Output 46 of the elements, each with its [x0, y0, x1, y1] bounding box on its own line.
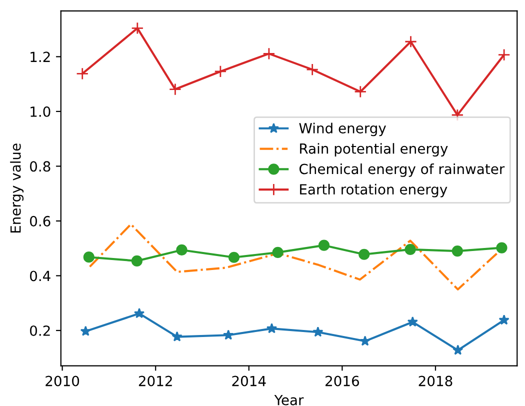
y-tick-label: 0.6 [30, 216, 50, 226]
x-tick-label: 2010 [46, 376, 80, 386]
point [498, 314, 510, 325]
point [354, 85, 367, 98]
point [131, 255, 142, 266]
point [272, 246, 284, 258]
point [358, 248, 370, 260]
x-tick-label: 2012 [138, 376, 172, 386]
point [452, 246, 463, 257]
point [318, 240, 330, 251]
point [134, 308, 145, 318]
point [496, 242, 508, 254]
x-tick-label: 2016 [326, 376, 359, 386]
point [404, 244, 416, 255]
point [404, 35, 418, 48]
point [262, 47, 276, 60]
point [76, 67, 89, 80]
x-tick-label: 2018 [418, 376, 452, 386]
point [312, 326, 324, 337]
point [266, 323, 278, 334]
x-axis-title: Year [274, 394, 304, 406]
legend-label: Wind energy [299, 122, 386, 136]
point [168, 83, 182, 96]
point [83, 252, 94, 263]
y-tick-label: 0.4 [30, 270, 50, 282]
legend-label: Rain potential energy [300, 143, 448, 157]
point [360, 336, 370, 346]
x-tick-label: 2014 [232, 376, 266, 386]
y-tick-label: 1.2 [30, 52, 50, 62]
point [407, 316, 418, 327]
y-tick-label: 0.8 [30, 161, 50, 172]
y-axis-title: Energy value [10, 144, 24, 233]
point [306, 63, 319, 76]
point [80, 326, 91, 336]
legend-label: Earth rotation energy [300, 184, 448, 198]
point [214, 65, 227, 78]
point [223, 330, 234, 340]
legend-label: Chemical energy of rainwater [299, 163, 505, 177]
point [498, 48, 510, 62]
point [228, 252, 240, 263]
y-tick-label: 0.2 [30, 325, 50, 336]
point [176, 244, 188, 256]
y-tick-label: 1.0 [30, 106, 50, 117]
point [172, 331, 182, 342]
point [452, 344, 464, 355]
point [131, 22, 144, 34]
